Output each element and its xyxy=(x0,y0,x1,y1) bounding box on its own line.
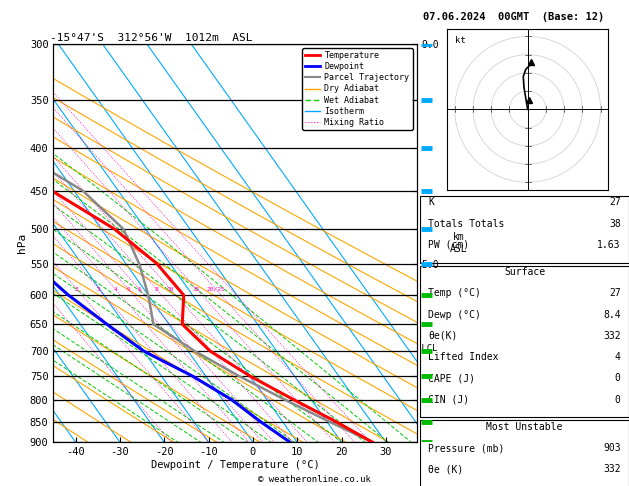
Text: 332: 332 xyxy=(603,465,621,474)
Text: 10: 10 xyxy=(167,287,174,292)
Text: Dewp (°C): Dewp (°C) xyxy=(428,310,481,320)
Text: 38: 38 xyxy=(609,219,621,228)
Bar xyxy=(420,265,629,417)
Text: 0: 0 xyxy=(615,373,621,383)
Text: 8.4: 8.4 xyxy=(603,310,621,320)
Text: Lifted Index: Lifted Index xyxy=(428,352,499,362)
Text: 2: 2 xyxy=(75,287,79,292)
Text: 20/25: 20/25 xyxy=(206,287,225,292)
Text: CIN (J): CIN (J) xyxy=(428,395,469,405)
Text: Temp (°C): Temp (°C) xyxy=(428,288,481,298)
Text: PW (cm): PW (cm) xyxy=(428,240,469,250)
Text: 27: 27 xyxy=(609,197,621,208)
Bar xyxy=(420,420,629,486)
Text: Surface: Surface xyxy=(504,267,545,277)
Text: θe(K): θe(K) xyxy=(428,331,458,341)
Text: 0: 0 xyxy=(615,395,621,405)
Text: 07.06.2024  00GMT  (Base: 12): 07.06.2024 00GMT (Base: 12) xyxy=(423,12,604,22)
Text: -15°47'S  312°56'W  1012m  ASL: -15°47'S 312°56'W 1012m ASL xyxy=(50,33,252,43)
Text: LCL: LCL xyxy=(416,344,437,353)
Text: CAPE (J): CAPE (J) xyxy=(428,373,476,383)
Legend: Temperature, Dewpoint, Parcel Trajectory, Dry Adiabat, Wet Adiabat, Isotherm, Mi: Temperature, Dewpoint, Parcel Trajectory… xyxy=(302,48,413,130)
Text: Pressure (mb): Pressure (mb) xyxy=(428,443,504,453)
Text: kt: kt xyxy=(455,36,465,46)
Text: 1.63: 1.63 xyxy=(597,240,621,250)
Text: 27: 27 xyxy=(609,288,621,298)
Text: 3: 3 xyxy=(97,287,101,292)
Text: Totals Totals: Totals Totals xyxy=(428,219,504,228)
Text: 15: 15 xyxy=(192,287,200,292)
Text: 332: 332 xyxy=(603,331,621,341)
Text: 4: 4 xyxy=(113,287,117,292)
Text: 4: 4 xyxy=(615,352,621,362)
Text: Most Unstable: Most Unstable xyxy=(486,422,563,432)
Y-axis label: hPa: hPa xyxy=(17,233,27,253)
Text: K: K xyxy=(428,197,434,208)
Text: 6: 6 xyxy=(137,287,141,292)
Text: 903: 903 xyxy=(603,443,621,453)
Text: © weatheronline.co.uk: © weatheronline.co.uk xyxy=(258,474,371,484)
X-axis label: Dewpoint / Temperature (°C): Dewpoint / Temperature (°C) xyxy=(151,460,320,470)
Y-axis label: km
ASL: km ASL xyxy=(450,232,467,254)
Text: 5: 5 xyxy=(126,287,130,292)
Text: θe (K): θe (K) xyxy=(428,465,464,474)
Text: 8: 8 xyxy=(155,287,159,292)
Bar xyxy=(420,196,629,262)
